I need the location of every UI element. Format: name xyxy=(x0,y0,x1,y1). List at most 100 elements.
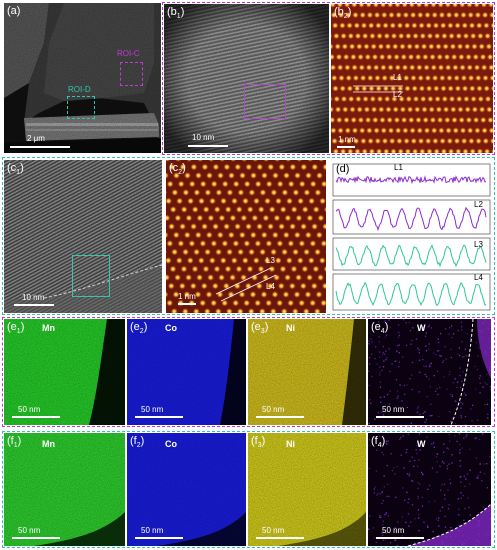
atom-column xyxy=(417,74,425,82)
panel-a: ROI-C ROI-D (a) 2 μm xyxy=(4,3,161,153)
atom-column xyxy=(427,95,434,103)
panel-c1-image xyxy=(4,160,162,313)
atom-column xyxy=(271,290,279,299)
atom-column xyxy=(483,22,490,29)
element-label-mn: Mn xyxy=(42,323,55,333)
atom-column xyxy=(210,299,218,307)
atom-column xyxy=(387,127,395,134)
atom-column xyxy=(419,32,427,40)
atom-column xyxy=(210,239,218,248)
atom-column xyxy=(423,127,431,134)
atom-column xyxy=(362,95,369,103)
atom-column xyxy=(317,273,325,282)
atom-column xyxy=(279,265,287,273)
atom-column xyxy=(223,163,231,171)
atom-column xyxy=(472,53,480,61)
atom-column xyxy=(277,282,285,290)
atom-column xyxy=(188,180,196,188)
atom-column xyxy=(331,127,337,134)
atom-column xyxy=(256,222,264,231)
atom-column xyxy=(258,307,266,313)
atom-column xyxy=(369,32,376,40)
atom-column xyxy=(216,231,224,239)
atom-column xyxy=(230,197,239,205)
atom-column xyxy=(344,64,351,71)
atom-column xyxy=(431,11,439,19)
atom-column xyxy=(331,116,336,124)
atom-column xyxy=(356,106,364,113)
atom-column xyxy=(416,11,424,19)
atom-column xyxy=(426,32,434,40)
atom-column xyxy=(251,160,259,163)
atom-column xyxy=(290,205,298,214)
panel-e4-scalebar xyxy=(376,416,424,418)
atom-column xyxy=(289,222,297,231)
atom-column xyxy=(490,85,493,92)
atom-column xyxy=(218,273,226,282)
line-l4 xyxy=(220,274,277,302)
atom-column xyxy=(166,171,170,180)
atom-column xyxy=(252,256,260,265)
atom-column xyxy=(210,180,218,188)
atom-column xyxy=(390,32,398,40)
atom-column xyxy=(442,43,450,50)
atom-column xyxy=(236,307,244,313)
atom-column xyxy=(215,248,223,256)
atom-column xyxy=(221,180,229,188)
atom-column xyxy=(334,43,342,50)
atom-column xyxy=(204,248,212,256)
atom-column xyxy=(365,64,373,71)
atom-column xyxy=(468,22,476,29)
atom-column xyxy=(219,256,227,265)
atom-column xyxy=(208,197,217,205)
atom-column xyxy=(172,231,180,239)
atom-column xyxy=(288,282,296,290)
atom-column xyxy=(234,222,242,231)
atom-column xyxy=(254,299,262,307)
atom-column xyxy=(306,273,314,282)
atom-column xyxy=(442,106,450,113)
atom-column xyxy=(303,188,311,197)
panel-f4-scalebar xyxy=(376,537,424,539)
atom-column xyxy=(199,299,207,307)
atom-column xyxy=(446,74,453,82)
atom-column xyxy=(254,180,262,188)
atom-column xyxy=(425,85,433,92)
atom-column xyxy=(298,180,306,188)
panel-b1-scale-text: 10 nm xyxy=(192,133,215,142)
atom-column xyxy=(355,95,362,103)
atom-column xyxy=(351,127,359,134)
atom-column xyxy=(357,53,364,61)
atom-column xyxy=(416,64,423,71)
atom-column xyxy=(434,95,441,103)
atom-column xyxy=(466,64,474,71)
atom-column xyxy=(345,137,353,145)
element-label-ni: Ni xyxy=(286,439,295,449)
profile-l4-label: L4 xyxy=(474,273,483,282)
atom-column xyxy=(375,85,383,92)
atom-column xyxy=(260,290,268,299)
atom-column xyxy=(179,163,187,171)
atom-column xyxy=(481,11,489,19)
atom-column xyxy=(265,239,273,248)
atom-column xyxy=(324,308,326,313)
atom-column xyxy=(446,137,454,145)
atom-column xyxy=(238,171,247,180)
atom-column xyxy=(194,171,203,180)
atom-column xyxy=(452,64,459,71)
atom-column xyxy=(201,222,209,231)
atom-column xyxy=(467,11,475,19)
atom-column xyxy=(252,197,261,205)
atom-column xyxy=(187,197,195,205)
atom-column xyxy=(479,116,487,124)
atom-column xyxy=(344,127,352,134)
atom-column xyxy=(417,137,425,145)
atom-column xyxy=(433,32,441,40)
atom-column xyxy=(249,171,258,180)
panel-e3: (e3) Ni 50 nm xyxy=(248,319,366,425)
atom-column xyxy=(436,53,444,61)
panel-f4-label: (f4) xyxy=(371,435,386,450)
atom-column xyxy=(482,137,490,145)
panel-b1-scalebar xyxy=(188,145,228,147)
atom-column xyxy=(336,64,344,71)
